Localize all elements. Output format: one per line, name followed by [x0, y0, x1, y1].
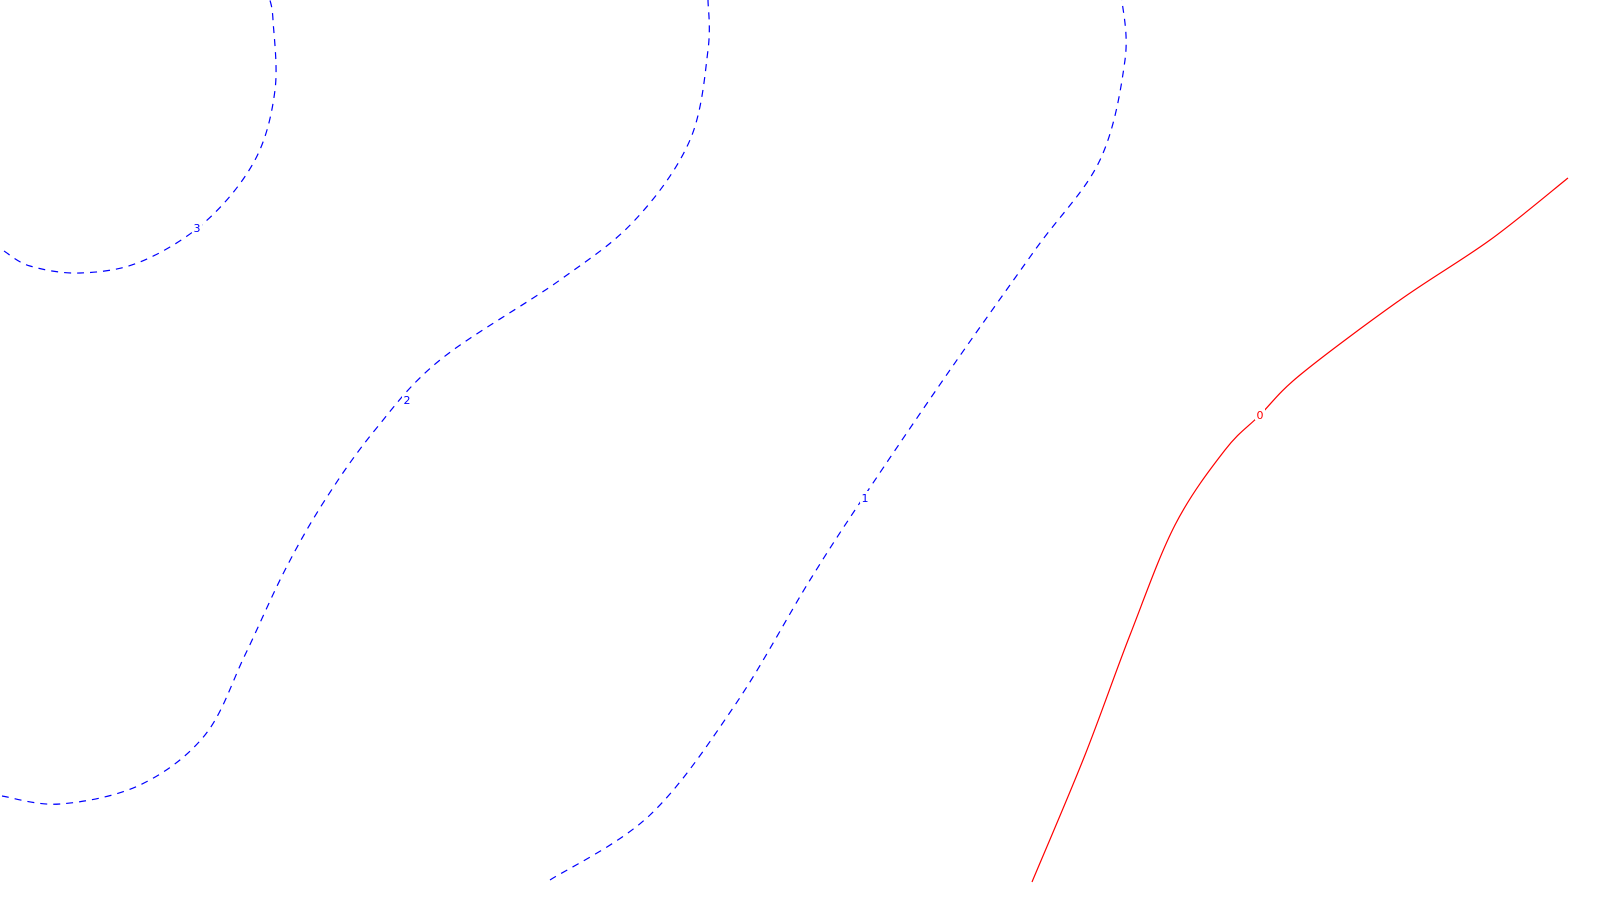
contour-lines — [1, 0, 1569, 883]
contour-label-backdrop-0 — [1255, 408, 1265, 420]
contour-label-2: 2 — [404, 394, 411, 407]
contour-line-0 — [1031, 177, 1569, 883]
contour-labels: 3 2 1 0 — [192, 221, 1265, 505]
contour-label-3: 3 — [194, 222, 201, 235]
contour-line-2 — [1, 0, 710, 805]
contour-line-3 — [3, 0, 277, 274]
contour-label-backdrop-3 — [192, 221, 202, 233]
contour-label-0: 0 — [1257, 409, 1264, 422]
contour-line-1 — [549, 0, 1127, 881]
contour-label-backdrop-2 — [402, 393, 412, 405]
contour-label-backdrop-1 — [860, 491, 870, 503]
contour-label-1: 1 — [862, 492, 869, 505]
